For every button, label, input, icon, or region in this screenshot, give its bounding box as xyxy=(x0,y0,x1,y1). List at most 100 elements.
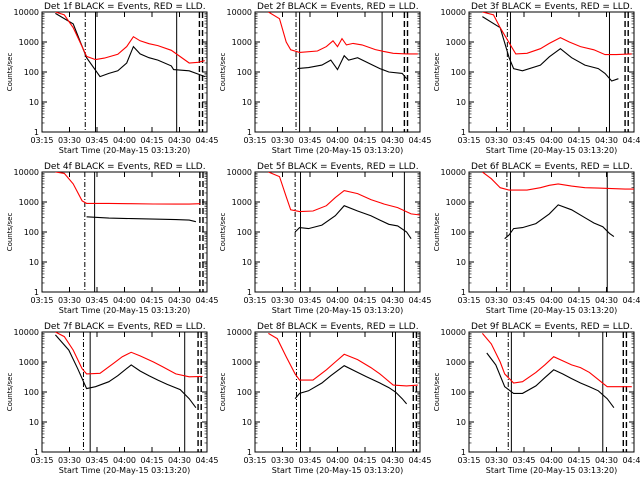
x-tick-label: 04:00 xyxy=(113,456,136,465)
x-tick-label: 04:45 xyxy=(408,296,431,305)
series-line-events xyxy=(294,365,408,405)
series-line-lld xyxy=(268,172,420,216)
y-axis-label: Counts/sec xyxy=(6,213,14,252)
x-axis-label: Start Time (20-May-15 03:13:20) xyxy=(272,466,403,475)
x-tick-label: 03:30 xyxy=(485,456,508,465)
x-tick-label: 04:15 xyxy=(353,456,376,465)
y-tick-label: 10 xyxy=(29,98,39,107)
x-tick-label: 04:00 xyxy=(113,136,136,145)
x-tick-label: 03:45 xyxy=(298,136,321,145)
x-tick-label: 03:30 xyxy=(485,296,508,305)
series-line-lld xyxy=(482,12,632,56)
x-tick-label: 03:30 xyxy=(58,456,81,465)
y-tick-label: 10 xyxy=(456,418,466,427)
y-tick-label: 1 xyxy=(247,288,252,297)
series-line-events xyxy=(504,204,615,240)
x-axis-label: Start Time (20-May-15 03:13:20) xyxy=(272,306,403,315)
x-tick-label: 04:30 xyxy=(168,456,191,465)
y-axis-label: Counts/sec xyxy=(433,373,441,412)
x-tick-label: 04:15 xyxy=(353,136,376,145)
plot-frame xyxy=(254,171,421,293)
x-axis-label: Start Time (20-May-15 03:13:20) xyxy=(486,466,617,475)
x-tick-label: 04:15 xyxy=(140,456,163,465)
series-line-events xyxy=(482,16,619,82)
series-line-events xyxy=(486,352,615,409)
panel-title: Det 7f BLACK = Events, RED = LLD. xyxy=(44,322,206,332)
y-tick-label: 100 xyxy=(24,228,39,237)
x-tick-label: 03:45 xyxy=(512,296,535,305)
series-line-events xyxy=(297,54,408,80)
y-tick-label: 1 xyxy=(34,288,39,297)
y-tick-label: 10 xyxy=(242,258,252,267)
x-tick-label: 04:15 xyxy=(567,456,590,465)
panel-det-3f: Det 3f BLACK = Events, RED = LLD. 1 10 100 1… xyxy=(433,2,640,155)
series-line-lld xyxy=(268,12,418,55)
x-tick-label: 03:45 xyxy=(512,136,535,145)
x-tick-label: 04:45 xyxy=(195,456,218,465)
x-axis-label: Start Time (20-May-15 03:13:20) xyxy=(59,306,190,315)
x-tick-label: 04:45 xyxy=(622,456,640,465)
x-tick-label: 03:15 xyxy=(30,296,53,305)
y-tick-label: 1000 xyxy=(19,198,39,207)
x-axis-label: Start Time (20-May-15 03:13:20) xyxy=(486,146,617,155)
panel-det-1f: Det 1f BLACK = Events, RED = LLD. 1 10 100 1… xyxy=(6,2,219,155)
x-tick-label: 04:15 xyxy=(353,296,376,305)
x-tick-label: 03:15 xyxy=(457,296,480,305)
x-tick-label: 04:45 xyxy=(195,136,218,145)
x-tick-label: 03:30 xyxy=(271,136,294,145)
y-tick-label: 1000 xyxy=(446,198,466,207)
panel-title: Det 2f BLACK = Events, RED = LLD. xyxy=(257,2,419,12)
series-line-events xyxy=(54,334,197,409)
x-tick-label: 04:30 xyxy=(168,136,191,145)
y-tick-label: 100 xyxy=(451,228,466,237)
x-tick-label: 04:45 xyxy=(195,296,218,305)
x-tick-label: 04:30 xyxy=(595,296,618,305)
y-tick-label: 1000 xyxy=(232,38,252,47)
y-tick-label: 1000 xyxy=(19,358,39,367)
x-tick-label: 04:00 xyxy=(113,296,136,305)
y-tick-label: 1000 xyxy=(446,38,466,47)
series-line-lld xyxy=(55,332,203,378)
y-tick-label: 10 xyxy=(242,98,252,107)
panel-title: Det 1f BLACK = Events, RED = LLD. xyxy=(44,2,206,12)
y-axis-label: Counts/sec xyxy=(6,373,14,412)
y-tick-label: 1 xyxy=(461,448,466,457)
x-tick-label: 04:15 xyxy=(140,296,163,305)
y-tick-label: 100 xyxy=(451,388,466,397)
panel-title: Det 6f BLACK = Events, RED = LLD. xyxy=(471,162,633,172)
y-tick-label: 10 xyxy=(29,258,39,267)
y-tick-label: 100 xyxy=(24,388,39,397)
y-tick-label: 1000 xyxy=(232,198,252,207)
x-tick-label: 04:00 xyxy=(540,136,563,145)
panel-title: Det 4f BLACK = Events, RED = LLD. xyxy=(44,162,206,172)
x-tick-label: 04:30 xyxy=(381,136,404,145)
panel-title: Det 9f BLACK = Events, RED = LLD. xyxy=(471,322,633,332)
y-tick-label: 100 xyxy=(451,68,466,77)
x-tick-label: 04:00 xyxy=(540,456,563,465)
panel-title: Det 8f BLACK = Events, RED = LLD. xyxy=(257,322,419,332)
y-tick-label: 10000 xyxy=(441,328,466,337)
x-tick-label: 03:30 xyxy=(271,296,294,305)
y-axis-label: Counts/sec xyxy=(433,213,441,252)
x-tick-label: 04:45 xyxy=(622,136,640,145)
y-tick-label: 1 xyxy=(34,448,39,457)
series-line-lld xyxy=(268,332,418,387)
x-tick-label: 03:15 xyxy=(243,456,266,465)
y-tick-label: 10 xyxy=(456,98,466,107)
x-axis-label: Start Time (20-May-15 03:13:20) xyxy=(272,146,403,155)
x-tick-label: 03:30 xyxy=(58,136,81,145)
x-tick-label: 03:15 xyxy=(243,136,266,145)
y-tick-label: 1 xyxy=(247,128,252,137)
y-tick-label: 10000 xyxy=(227,168,252,177)
y-axis-label: Counts/sec xyxy=(433,53,441,92)
x-axis-label: Start Time (20-May-15 03:13:20) xyxy=(59,146,190,155)
x-tick-label: 04:30 xyxy=(595,456,618,465)
plot-frame xyxy=(254,11,421,133)
x-tick-label: 03:45 xyxy=(512,456,535,465)
x-tick-label: 03:15 xyxy=(457,456,480,465)
x-tick-label: 04:30 xyxy=(595,136,618,145)
x-tick-label: 04:15 xyxy=(567,136,590,145)
x-tick-label: 03:45 xyxy=(85,136,108,145)
panel-title: Det 5f BLACK = Events, RED = LLD. xyxy=(257,162,419,172)
x-axis-label: Start Time (20-May-15 03:13:20) xyxy=(59,466,190,475)
